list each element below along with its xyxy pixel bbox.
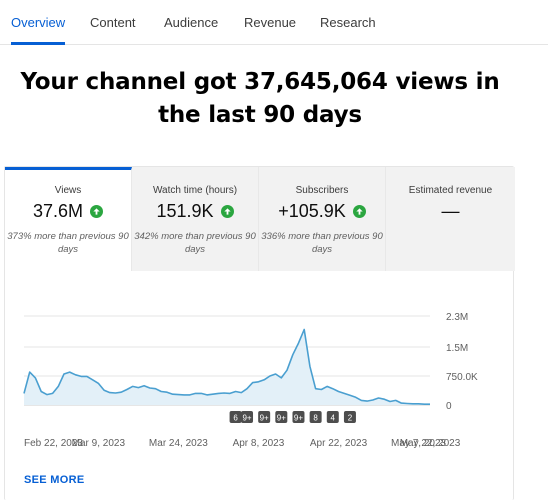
views-area — [24, 329, 430, 405]
x-tick-label: Mar 24, 2023 — [149, 438, 208, 449]
content-marker-label: 4 — [331, 414, 336, 423]
content-marker-box — [326, 411, 339, 423]
metric-value-row: 151.9K — [132, 201, 258, 222]
tab-research-label: Research — [320, 15, 376, 30]
tab-content[interactable]: Content — [90, 0, 136, 45]
arrow-up-icon — [220, 205, 234, 218]
x-tick-label: Apr 22, 2023 — [310, 438, 368, 449]
content-marker[interactable]: 9+ — [275, 411, 288, 423]
content-marker-label: 9+ — [277, 414, 286, 423]
metric-value-row: 37.6M — [5, 201, 131, 222]
metric-comparison: 373% more than previous 90 days — [7, 231, 129, 255]
tab-revenue-label: Revenue — [244, 15, 297, 30]
content-marker[interactable]: 6 — [229, 411, 242, 423]
content-marker-box — [292, 411, 305, 423]
metric-subscribers[interactable]: Subscribers +105.9K 336% more than previ… — [259, 167, 386, 271]
metric-value: 151.9K — [156, 201, 214, 221]
tab-overview-label: Overview — [11, 15, 66, 30]
arrow-up-icon — [90, 205, 104, 218]
y-tick-label: 750.0K — [446, 372, 478, 383]
x-tick-label: May 22, 2023 — [400, 438, 461, 449]
metric-value: — — [441, 201, 460, 221]
y-tick-label: 2.3M — [446, 312, 468, 323]
metric-value-row: — — [386, 201, 515, 222]
content-marker-label: 2 — [348, 414, 353, 423]
overview-card: Views 37.6M 373% more than previous 90 d… — [4, 166, 515, 500]
content-marker-label: 8 — [313, 414, 318, 423]
page-headline: Your channel got 37,645,064 views in the… — [20, 69, 500, 128]
tab-bar: Overview Content Audience Revenue Resear… — [0, 0, 548, 45]
content-marker-box — [275, 411, 288, 423]
content-marker-box — [258, 411, 271, 423]
content-marker-label: 9+ — [294, 414, 303, 423]
see-more-link[interactable]: SEE MORE — [24, 474, 85, 486]
x-tick-label: Apr 8, 2023 — [233, 438, 285, 449]
metric-value-row: +105.9K — [259, 201, 385, 222]
metric-comparison: 336% more than previous 90 days — [261, 231, 383, 255]
content-marker-box — [241, 411, 254, 423]
x-tick-label: May 7, 2023 — [391, 438, 446, 449]
content-marker-label: 9+ — [260, 414, 269, 423]
metric-comparison: 342% more than previous 90 days — [134, 231, 256, 255]
metric-watch-time[interactable]: Watch time (hours) 151.9K 342% more than… — [132, 167, 259, 271]
content-marker[interactable]: 9+ — [258, 411, 271, 423]
views-line — [23, 328, 430, 405]
metric-estimated-revenue[interactable]: Estimated revenue — — [386, 167, 515, 271]
x-tick-label: Mar 9, 2023 — [72, 438, 126, 449]
content-marker[interactable]: 9+ — [292, 411, 305, 423]
tab-overview[interactable]: Overview — [11, 0, 66, 45]
metric-label: Views — [54, 185, 82, 196]
metric-value: +105.9K — [278, 201, 346, 221]
tab-audience-label: Audience — [164, 15, 219, 30]
content-marker[interactable]: 2 — [343, 411, 356, 423]
tab-revenue[interactable]: Revenue — [244, 0, 296, 45]
y-tick-label: 1.5M — [446, 343, 468, 354]
tab-research[interactable]: Research — [320, 0, 376, 45]
metric-value: 37.6M — [32, 201, 84, 221]
content-marker[interactable]: 4 — [326, 411, 339, 423]
metric-label: Subscribers — [295, 185, 349, 196]
tab-content-label: Content — [90, 15, 136, 30]
metric-views[interactable]: Views 37.6M 373% more than previous 90 d… — [5, 167, 132, 271]
content-marker-label: 9+ — [242, 414, 251, 423]
tab-audience[interactable]: Audience — [164, 0, 218, 45]
content-marker-label: 6 — [233, 414, 238, 423]
arrow-up-icon — [352, 205, 366, 218]
content-marker-box — [309, 411, 322, 423]
content-marker-box — [343, 411, 356, 423]
content-marker[interactable]: 9+ — [241, 411, 254, 423]
metric-label: Watch time (hours) — [152, 185, 238, 196]
content-marker[interactable]: 8 — [309, 411, 322, 423]
metric-tabs: Views 37.6M 373% more than previous 90 d… — [5, 167, 515, 271]
metric-label: Estimated revenue — [408, 185, 493, 196]
y-tick-label: 0 — [446, 401, 452, 412]
content-marker-box — [229, 411, 242, 423]
x-tick-label: Feb 22, 2023 — [24, 438, 83, 449]
